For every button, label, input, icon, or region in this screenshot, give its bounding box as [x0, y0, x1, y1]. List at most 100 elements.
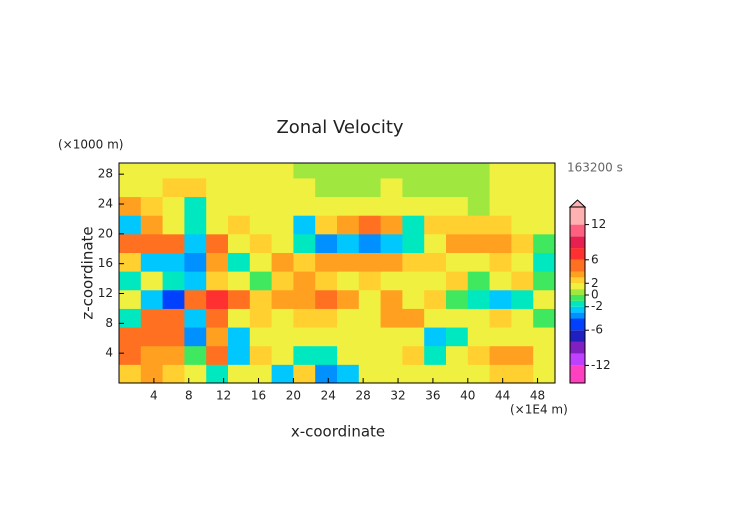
cell [446, 345, 469, 365]
cell [402, 289, 425, 309]
cell [140, 345, 164, 365]
cell [446, 163, 469, 179]
cell [511, 233, 534, 253]
cell [184, 215, 207, 235]
cell [140, 196, 164, 216]
cell [489, 233, 512, 253]
cell [467, 308, 491, 328]
cell [489, 163, 512, 179]
cell [446, 196, 469, 216]
cell [271, 345, 294, 365]
colorbar-box [570, 207, 585, 225]
cell [511, 364, 534, 383]
cell [467, 163, 491, 179]
cell [271, 163, 294, 179]
cell [162, 327, 185, 347]
cell [249, 308, 273, 328]
colorbar-box [570, 259, 585, 272]
cell [315, 271, 338, 291]
cell [358, 163, 382, 179]
y-axis-label: z-coordinate [79, 226, 97, 319]
cell [271, 289, 294, 309]
colorbar-box [570, 300, 585, 307]
x-tick-label: 32 [390, 389, 405, 403]
colorbar-tick-label: 12 [591, 217, 606, 231]
cell [249, 252, 273, 272]
colorbar-box [570, 271, 585, 278]
cell [315, 345, 338, 365]
cell [358, 364, 382, 383]
x-tick-label: 40 [460, 389, 475, 403]
x-tick-label: 12 [216, 389, 231, 403]
cell [228, 163, 251, 179]
cell [249, 271, 273, 291]
cell [467, 327, 491, 347]
cell [119, 215, 142, 235]
cell [424, 215, 447, 235]
cell [249, 177, 273, 198]
cell [511, 289, 534, 309]
cell [140, 215, 164, 235]
cell [533, 252, 555, 272]
cell [533, 233, 555, 253]
y-tick-label: 16 [98, 256, 113, 270]
cell [511, 215, 534, 235]
cell [511, 308, 534, 328]
cell [467, 233, 491, 253]
cell [162, 252, 185, 272]
cell [206, 233, 229, 253]
cell [162, 289, 185, 309]
cell [337, 271, 360, 291]
cell [424, 327, 447, 347]
cell [380, 233, 403, 253]
cell [424, 252, 447, 272]
colorbar-box [570, 306, 585, 313]
cell [380, 215, 403, 235]
cell [533, 163, 555, 179]
cell [293, 289, 316, 309]
cell [119, 289, 142, 309]
cell [140, 327, 164, 347]
cell [380, 308, 403, 328]
cell [511, 252, 534, 272]
colorbar-box [570, 248, 585, 260]
colorbar-tick-label: 6 [591, 252, 599, 266]
cell [293, 233, 316, 253]
cell [228, 215, 251, 235]
cell [119, 345, 142, 365]
cell [380, 271, 403, 291]
colorbar-tick-label: 2 [591, 276, 599, 290]
cell [206, 215, 229, 235]
cell [337, 252, 360, 272]
cell [402, 233, 425, 253]
cell [315, 233, 338, 253]
cell [337, 177, 360, 198]
cell [271, 327, 294, 347]
cell [315, 308, 338, 328]
cell [358, 196, 382, 216]
y-tick-label: 24 [98, 197, 113, 211]
cell [467, 215, 491, 235]
cell [424, 271, 447, 291]
cell [162, 196, 185, 216]
cell [162, 308, 185, 328]
cell [511, 177, 534, 198]
cell [358, 215, 382, 235]
x-tick-label: 20 [286, 389, 301, 403]
colorbar-tick-label: -6 [591, 323, 603, 337]
cell [402, 308, 425, 328]
y-unit: (×1000 m) [58, 138, 123, 152]
cell [162, 345, 185, 365]
cell [337, 196, 360, 216]
cell [489, 308, 512, 328]
cell [228, 233, 251, 253]
cell [533, 308, 555, 328]
cell [184, 289, 207, 309]
cell [228, 289, 251, 309]
cell [119, 364, 142, 383]
cell [446, 233, 469, 253]
colorbar-box [570, 283, 585, 290]
cell [293, 327, 316, 347]
cell [315, 215, 338, 235]
